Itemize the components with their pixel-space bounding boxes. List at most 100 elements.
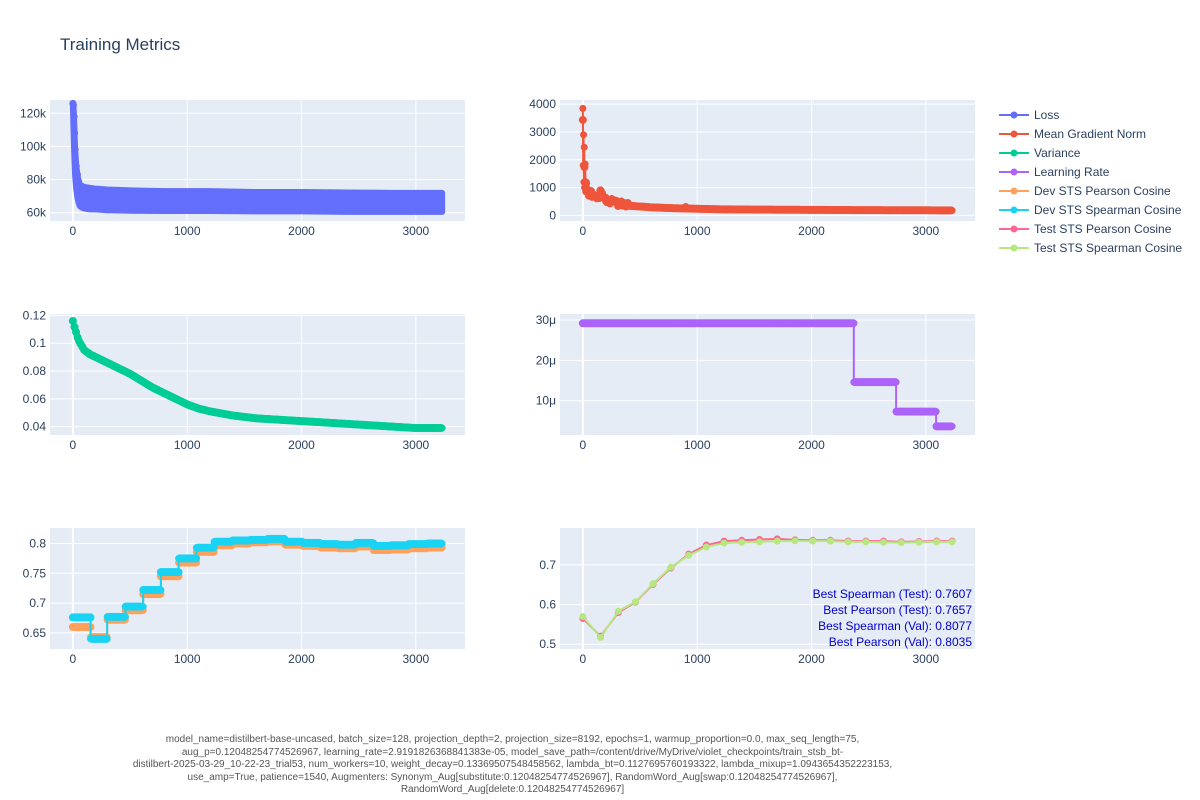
x-tick-label: 2000 <box>288 224 315 238</box>
data-point <box>71 129 79 137</box>
data-point <box>87 613 95 621</box>
data-point <box>370 542 378 550</box>
data-point <box>915 538 923 546</box>
y-tick-label: 1000 <box>529 181 556 195</box>
data-point <box>670 204 678 212</box>
data-point <box>862 538 870 546</box>
data-point <box>87 635 95 643</box>
data-point <box>412 424 420 432</box>
y-tick-label: 2000 <box>529 153 556 167</box>
y-tick-label: 0.1 <box>29 336 46 350</box>
data-point <box>192 544 200 552</box>
legend-item[interactable]: Learning Rate <box>999 165 1110 179</box>
data-point <box>826 537 834 545</box>
legend-swatch-marker <box>1010 111 1018 119</box>
data-point <box>438 424 446 432</box>
legend-item[interactable]: Dev STS Pearson Cosine <box>999 184 1171 198</box>
legend-swatch-marker <box>1010 206 1018 214</box>
legend-item[interactable]: Loss <box>999 108 1059 122</box>
data-point <box>71 325 79 333</box>
data-point <box>157 586 165 594</box>
data-point <box>922 206 930 214</box>
y-tick-label: 0.65 <box>23 626 47 640</box>
y-tick-label: 0.06 <box>23 392 47 406</box>
legend-swatch-marker <box>1010 149 1018 157</box>
legend-swatch-marker <box>1010 225 1018 233</box>
data-point <box>438 539 446 547</box>
x-tick-label: 3000 <box>912 652 939 666</box>
y-tick-label: 0.7 <box>29 596 46 610</box>
x-tick-label: 1000 <box>684 438 711 452</box>
data-point <box>175 554 183 562</box>
data-point <box>73 171 81 179</box>
legend-label: Dev STS Pearson Cosine <box>1034 184 1171 198</box>
legend-label: Learning Rate <box>1034 165 1110 179</box>
y-tick-label: 0.12 <box>23 308 47 322</box>
data-point <box>366 421 374 429</box>
series-test-sts-spearman-cosine <box>579 537 956 641</box>
y-tick-label: 0 <box>549 208 556 222</box>
series-layer <box>69 99 446 215</box>
data-point <box>263 535 271 543</box>
legend-item[interactable]: Test STS Pearson Cosine <box>999 222 1172 236</box>
y-tick-label: 10μ <box>536 394 556 408</box>
x-tick-label: 2000 <box>798 224 825 238</box>
legend-item[interactable]: Dev STS Spearman Cosine <box>999 203 1182 217</box>
series-layer <box>578 319 956 431</box>
legend-item[interactable]: Mean Gradient Norm <box>999 127 1146 141</box>
data-point <box>139 586 147 594</box>
data-point <box>175 568 183 576</box>
caption-line: model_name=distilbert-base-uncased, batc… <box>165 734 860 745</box>
data-point <box>933 538 941 546</box>
x-tick-label: 1000 <box>174 224 201 238</box>
data-point <box>593 195 601 203</box>
x-tick-label: 3000 <box>402 438 429 452</box>
data-point <box>192 554 200 562</box>
data-point <box>69 101 77 109</box>
data-point <box>738 538 746 546</box>
data-point <box>121 613 129 621</box>
y-tick-label: 0.6 <box>539 598 556 612</box>
data-point <box>932 422 940 430</box>
data-point <box>137 377 145 385</box>
series-mean-gradient-norm <box>578 104 956 215</box>
data-point <box>71 146 79 154</box>
data-point <box>631 598 639 606</box>
y-tick-label: 80k <box>27 173 47 187</box>
data-point <box>69 317 77 325</box>
subplot-4: 0 1000 2000 3000 10μ 20μ 30μ <box>536 313 975 452</box>
subplots: 0 1000 2000 3000 60k 80k 100k 120k 0 1000 2000 3000… <box>20 97 975 666</box>
data-point <box>578 115 587 124</box>
x-tick-label: 1000 <box>684 652 711 666</box>
best-score-annotation: Best Spearman (Test): 0.7607 <box>813 587 973 601</box>
data-point <box>281 538 289 546</box>
data-point <box>160 389 168 397</box>
caption-line: use_amp=True, patience=1540, Augmenters:… <box>187 771 838 783</box>
legend[interactable]: Loss Mean Gradient Norm Variance Learning R… <box>999 108 1182 255</box>
data-point <box>103 613 111 621</box>
data-point <box>275 416 283 424</box>
legend-item[interactable]: Test STS Spearman Cosine <box>999 241 1182 255</box>
y-tick-label: 0.75 <box>23 566 47 580</box>
data-point <box>579 104 587 112</box>
x-tick-label: 0 <box>580 438 587 452</box>
data-point <box>69 613 77 621</box>
x-tick-label: 2000 <box>288 438 315 452</box>
data-point <box>808 206 816 214</box>
data-point <box>579 612 587 620</box>
data-point <box>667 563 675 571</box>
legend-label: Test STS Spearman Cosine <box>1034 241 1182 255</box>
data-point <box>596 186 604 194</box>
data-point <box>334 541 342 549</box>
data-point <box>580 143 588 151</box>
y-tick-label: 0.08 <box>23 364 47 378</box>
data-point <box>183 400 191 408</box>
data-point <box>72 162 80 170</box>
data-point <box>206 407 214 415</box>
data-point <box>69 623 77 631</box>
x-tick-label: 3000 <box>402 224 429 238</box>
legend-item[interactable]: Variance <box>999 146 1081 160</box>
legend-label: Dev STS Spearman Cosine <box>1034 203 1182 217</box>
data-point <box>299 539 307 547</box>
